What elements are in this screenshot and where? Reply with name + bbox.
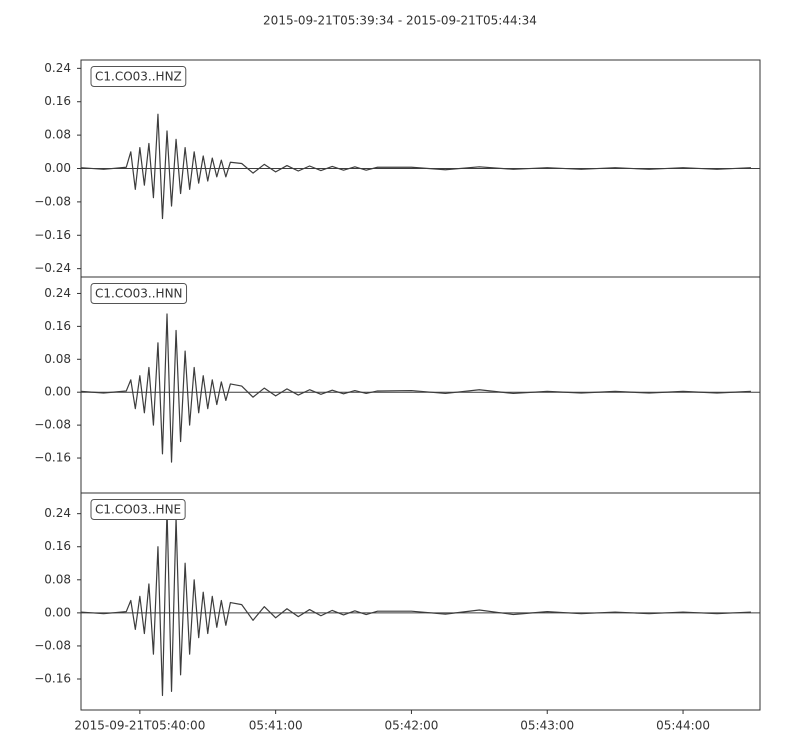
y-tick-label: −0.16	[34, 672, 71, 686]
trace-label-box	[90, 66, 187, 87]
y-tick-label: −0.08	[34, 418, 71, 432]
waveform	[80, 313, 751, 463]
y-tick-label: 0.16	[44, 319, 71, 333]
y-tick-label: −0.08	[34, 194, 71, 208]
y-tick-label: 0.24	[44, 506, 71, 520]
plot-frame	[80, 492, 761, 711]
x-tick-label: 2015-09-21T05:40:00	[74, 719, 205, 733]
y-tick-label: −0.16	[34, 228, 71, 242]
y-tick-label: 0.16	[44, 539, 71, 553]
y-tick-label: 0.24	[44, 61, 71, 75]
trace-label: C1.CO03..HNE	[95, 503, 181, 517]
waveform	[80, 508, 751, 697]
x-tick-label: 05:44:00	[656, 719, 710, 733]
y-tick-label: −0.16	[34, 451, 71, 465]
waveform	[80, 113, 751, 220]
y-tick-label: 0.00	[44, 385, 71, 399]
x-tick-label: 05:41:00	[249, 719, 303, 733]
x-tick-label: 05:43:00	[520, 719, 574, 733]
y-tick-label: 0.08	[44, 352, 71, 366]
y-tick-label: 0.00	[44, 605, 71, 619]
y-tick-label: 0.08	[44, 572, 71, 586]
y-tick-label: 0.16	[44, 94, 71, 108]
y-tick-label: 0.24	[44, 286, 71, 300]
y-tick-label: 0.08	[44, 128, 71, 142]
y-tick-label: −0.24	[34, 261, 71, 275]
trace-label-box	[90, 283, 188, 304]
trace-label-box	[90, 499, 186, 520]
y-tick-label: −0.08	[34, 638, 71, 652]
chart-title: 2015-09-21T05:39:34 - 2015-09-21T05:44:3…	[263, 14, 537, 28]
trace-label: C1.CO03..HNZ	[95, 70, 182, 84]
trace-label: C1.CO03..HNN	[95, 287, 183, 301]
x-tick-label: 05:42:00	[384, 719, 438, 733]
y-tick-label: 0.00	[44, 161, 71, 175]
